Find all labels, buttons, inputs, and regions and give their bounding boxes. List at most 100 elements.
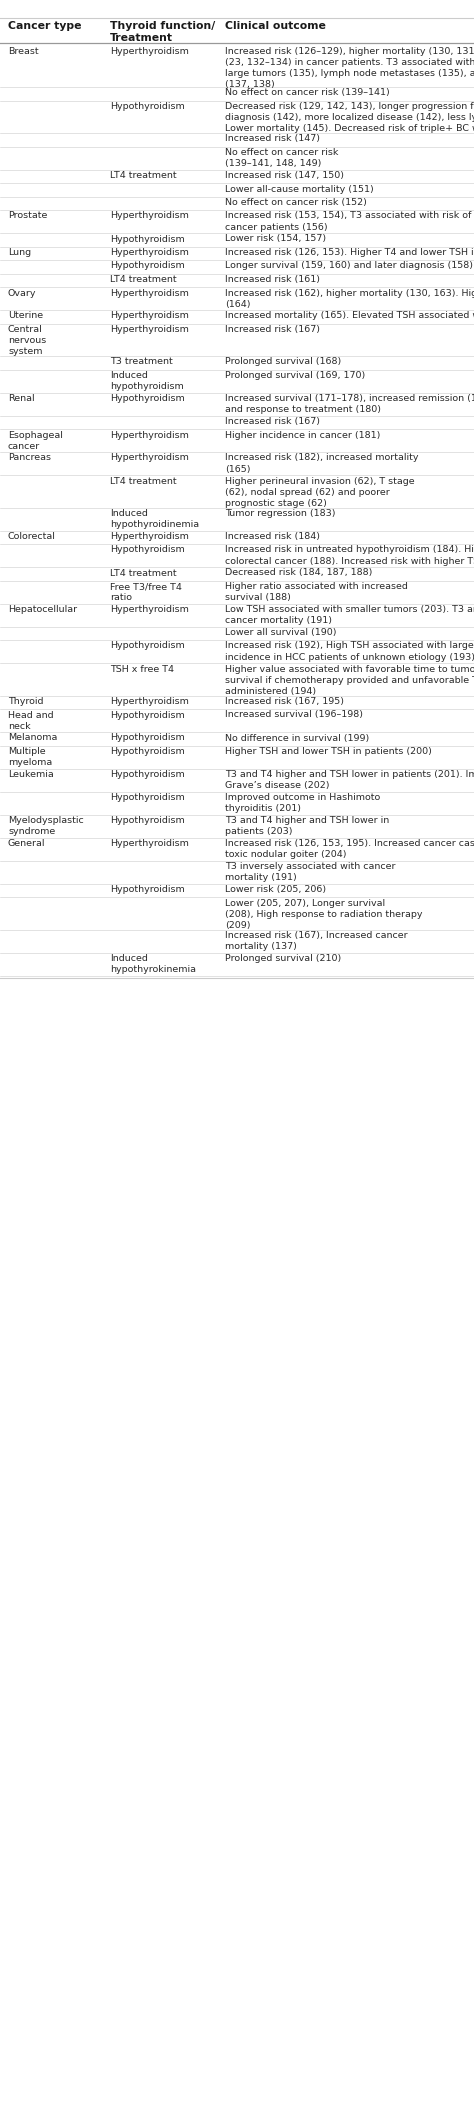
Text: LT4 treatment: LT4 treatment bbox=[110, 275, 177, 283]
Text: Hyperthyroidism: Hyperthyroidism bbox=[110, 325, 189, 334]
Text: Clinical outcome: Clinical outcome bbox=[225, 21, 326, 32]
Text: Hyperthyroidism: Hyperthyroidism bbox=[110, 839, 189, 847]
Text: Free T3/free T4
ratio: Free T3/free T4 ratio bbox=[110, 581, 182, 602]
Text: Central
nervous
system: Central nervous system bbox=[8, 325, 46, 357]
Text: Increased risk (147): Increased risk (147) bbox=[225, 135, 320, 144]
Text: Increased risk (147, 150): Increased risk (147, 150) bbox=[225, 171, 344, 180]
Text: Cancer type: Cancer type bbox=[8, 21, 82, 32]
Text: Lung: Lung bbox=[8, 247, 31, 258]
Text: Breast: Breast bbox=[8, 46, 38, 55]
Text: Induced
hypothyroidinemia: Induced hypothyroidinemia bbox=[110, 509, 199, 528]
Text: Higher ratio associated with increased
survival (188): Higher ratio associated with increased s… bbox=[225, 581, 408, 602]
Text: LT4 treatment: LT4 treatment bbox=[110, 568, 177, 577]
Text: Lower (205, 207), Longer survival
(208), High response to radiation therapy
(209: Lower (205, 207), Longer survival (208),… bbox=[225, 898, 422, 930]
Text: Prolonged survival (210): Prolonged survival (210) bbox=[225, 953, 341, 964]
Text: Hypothyroidism: Hypothyroidism bbox=[110, 545, 185, 554]
Text: Lower all-cause mortality (151): Lower all-cause mortality (151) bbox=[225, 184, 374, 194]
Text: Increased risk (161): Increased risk (161) bbox=[225, 275, 320, 283]
Text: Hypothyroidism: Hypothyroidism bbox=[110, 792, 185, 803]
Text: Prostate: Prostate bbox=[8, 211, 47, 220]
Text: General: General bbox=[8, 839, 46, 847]
Text: Hyperthyroidism: Hyperthyroidism bbox=[110, 211, 189, 220]
Text: Hypothyroidism: Hypothyroidism bbox=[110, 885, 185, 894]
Text: Hyperthyroidism: Hyperthyroidism bbox=[110, 289, 189, 298]
Text: Hypothyroidism: Hypothyroidism bbox=[110, 393, 185, 404]
Text: Increased risk (126, 153). Higher T4 and lower TSH in cancer patients (158): Increased risk (126, 153). Higher T4 and… bbox=[225, 247, 474, 258]
Text: Hyperthyroidism: Hyperthyroidism bbox=[110, 532, 189, 541]
Text: Increased survival (196–198): Increased survival (196–198) bbox=[225, 710, 363, 721]
Text: LT4 treatment: LT4 treatment bbox=[110, 478, 177, 486]
Text: LT4 treatment: LT4 treatment bbox=[110, 171, 177, 180]
Text: Renal: Renal bbox=[8, 393, 35, 404]
Text: Low TSH associated with smaller tumors (203). T3 and T4 inversely associated wit: Low TSH associated with smaller tumors (… bbox=[225, 604, 474, 625]
Text: Multiple
myeloma: Multiple myeloma bbox=[8, 748, 52, 767]
Text: Induced
hypothyrokinemia: Induced hypothyrokinemia bbox=[110, 953, 196, 974]
Text: Hyperthyroidism: Hyperthyroidism bbox=[110, 311, 189, 321]
Text: Increased risk (167, 195): Increased risk (167, 195) bbox=[225, 697, 344, 706]
Text: Increased risk (126, 153, 195). Increased cancer cases in hypothyroidism (166), : Increased risk (126, 153, 195). Increase… bbox=[225, 839, 474, 860]
Text: Improved outcome in Hashimoto
thyroiditis (201): Improved outcome in Hashimoto thyroiditi… bbox=[225, 792, 380, 814]
Text: Increased risk (167): Increased risk (167) bbox=[225, 325, 320, 334]
Text: Higher value associated with favorable time to tumor progression and overall
sur: Higher value associated with favorable t… bbox=[225, 663, 474, 695]
Text: T3 and T4 higher and TSH lower in patients (201). Improved outcome in
Grave’s di: T3 and T4 higher and TSH lower in patien… bbox=[225, 769, 474, 790]
Text: Increased risk (167): Increased risk (167) bbox=[225, 416, 320, 427]
Text: T3 inversely associated with cancer
mortality (191): T3 inversely associated with cancer mort… bbox=[225, 862, 395, 881]
Text: Hyperthyroidism: Hyperthyroidism bbox=[110, 247, 189, 258]
Text: Hypothyroidism: Hypothyroidism bbox=[110, 642, 185, 651]
Text: Decreased risk (184, 187, 188): Decreased risk (184, 187, 188) bbox=[225, 568, 373, 577]
Text: Esophageal
cancer: Esophageal cancer bbox=[8, 431, 63, 450]
Text: Lower all survival (190): Lower all survival (190) bbox=[225, 628, 337, 636]
Text: Hypothyroidism: Hypothyroidism bbox=[110, 733, 185, 742]
Text: T3 and T4 higher and TSH lower in
patients (203): T3 and T4 higher and TSH lower in patien… bbox=[225, 816, 389, 837]
Text: Ovary: Ovary bbox=[8, 289, 36, 298]
Text: Thyroid: Thyroid bbox=[8, 697, 44, 706]
Text: Higher perineural invasion (62), T stage
(62), nodal spread (62) and poorer
prog: Higher perineural invasion (62), T stage… bbox=[225, 478, 415, 507]
Text: Hyperthyroidism: Hyperthyroidism bbox=[110, 604, 189, 615]
Text: Hypothyroidism: Hypothyroidism bbox=[110, 101, 185, 112]
Text: Lower risk (154, 157): Lower risk (154, 157) bbox=[225, 235, 326, 243]
Text: Increased mortality (165). Elevated TSH associated with lower survival (166): Increased mortality (165). Elevated TSH … bbox=[225, 311, 474, 321]
Text: Higher incidence in cancer (181): Higher incidence in cancer (181) bbox=[225, 431, 380, 440]
Text: Increased risk in untreated hypothyroidism (184). Higher subclinical hypothyroid: Increased risk in untreated hypothyroidi… bbox=[225, 545, 474, 566]
Text: Increased risk (182), increased mortality
(165): Increased risk (182), increased mortalit… bbox=[225, 454, 419, 473]
Text: Increased risk (184): Increased risk (184) bbox=[225, 532, 320, 541]
Text: Hypothyroidism: Hypothyroidism bbox=[110, 710, 185, 721]
Text: Lower risk (205, 206): Lower risk (205, 206) bbox=[225, 885, 326, 894]
Text: Induced
hypothyroidism: Induced hypothyroidism bbox=[110, 372, 184, 391]
Text: Hyperthyroidism: Hyperthyroidism bbox=[110, 697, 189, 706]
Text: Hepatocellular: Hepatocellular bbox=[8, 604, 77, 615]
Text: Hypothyroidism: Hypothyroidism bbox=[110, 769, 185, 780]
Text: No effect on cancer risk (152): No effect on cancer risk (152) bbox=[225, 199, 367, 207]
Text: Thyroid function/
Treatment: Thyroid function/ Treatment bbox=[110, 21, 215, 44]
Text: Uterine: Uterine bbox=[8, 311, 43, 321]
Text: Hypothyroidism: Hypothyroidism bbox=[110, 262, 185, 270]
Text: Head and
neck: Head and neck bbox=[8, 710, 54, 731]
Text: Hypothyroidism: Hypothyroidism bbox=[110, 748, 185, 756]
Text: No difference in survival (199): No difference in survival (199) bbox=[225, 733, 369, 742]
Text: Hyperthyroidism: Hyperthyroidism bbox=[110, 431, 189, 440]
Text: Prolonged survival (168): Prolonged survival (168) bbox=[225, 357, 341, 366]
Text: Leukemia: Leukemia bbox=[8, 769, 54, 780]
Text: Hyperthyroidism: Hyperthyroidism bbox=[110, 454, 189, 463]
Text: Increased risk (162), higher mortality (130, 163). Higher T4 in cancer patients
: Increased risk (162), higher mortality (… bbox=[225, 289, 474, 308]
Text: No effect on cancer risk
(139–141, 148, 149): No effect on cancer risk (139–141, 148, … bbox=[225, 148, 338, 169]
Text: TSH x free T4: TSH x free T4 bbox=[110, 663, 174, 674]
Text: Tumor regression (183): Tumor regression (183) bbox=[225, 509, 336, 518]
Text: Myelodysplastic
syndrome: Myelodysplastic syndrome bbox=[8, 816, 84, 837]
Text: T3 treatment: T3 treatment bbox=[110, 357, 173, 366]
Text: Increased risk (153, 154), T3 associated with risk of recurrence (155). Higher T: Increased risk (153, 154), T3 associated… bbox=[225, 211, 474, 232]
Text: Increased survival (171–178), increased remission (173), tumor regression (179),: Increased survival (171–178), increased … bbox=[225, 393, 474, 414]
Text: Decreased risk (129, 142, 143), longer progression free survival (144), later
di: Decreased risk (129, 142, 143), longer p… bbox=[225, 101, 474, 133]
Text: Prolonged survival (169, 170): Prolonged survival (169, 170) bbox=[225, 372, 365, 380]
Text: Higher TSH and lower TSH in patients (200): Higher TSH and lower TSH in patients (20… bbox=[225, 748, 432, 756]
Text: Melanoma: Melanoma bbox=[8, 733, 57, 742]
Text: Pancreas: Pancreas bbox=[8, 454, 51, 463]
Text: Hypothyroidism: Hypothyroidism bbox=[110, 235, 185, 243]
Text: Increased risk (167), Increased cancer
mortality (137): Increased risk (167), Increased cancer m… bbox=[225, 932, 408, 951]
Text: Increased risk (192), High TSH associated with larger tumors (190). Increased
in: Increased risk (192), High TSH associate… bbox=[225, 642, 474, 661]
Text: Hypothyroidism: Hypothyroidism bbox=[110, 816, 185, 824]
Text: Hyperthyroidism: Hyperthyroidism bbox=[110, 46, 189, 55]
Text: No effect on cancer risk (139–141): No effect on cancer risk (139–141) bbox=[225, 89, 390, 97]
Text: Increased risk (126–129), higher mortality (130, 131). Higher T3 (132, 133) and : Increased risk (126–129), higher mortali… bbox=[225, 46, 474, 89]
Text: Longer survival (159, 160) and later diagnosis (158): Longer survival (159, 160) and later dia… bbox=[225, 262, 473, 270]
